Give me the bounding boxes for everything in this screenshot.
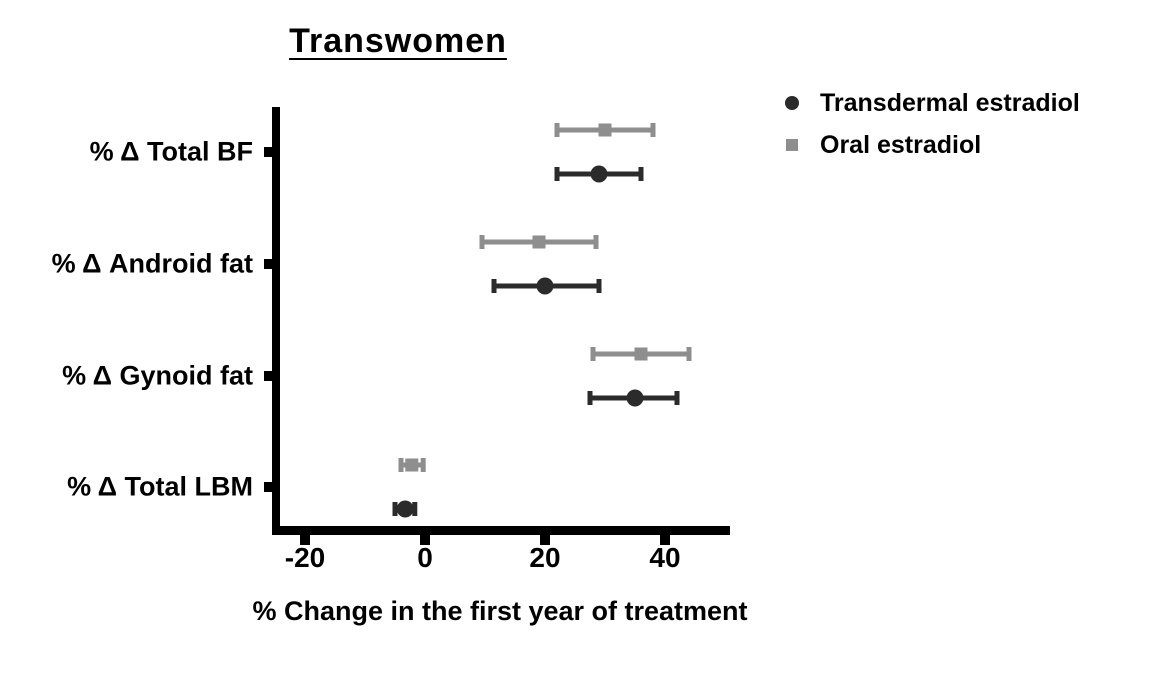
x-axis-tick <box>540 535 550 545</box>
x-tick-label: -20 <box>284 542 326 573</box>
y-axis-tick <box>264 482 272 492</box>
data-point-marker <box>405 458 419 472</box>
square-marker-icon <box>786 139 798 151</box>
chart-title: Transwomen <box>289 22 507 60</box>
y-axis-line <box>272 107 280 535</box>
data-point-marker <box>396 500 414 518</box>
legend-marker-box <box>784 137 800 153</box>
data-point-marker <box>598 123 612 137</box>
legend-label-transdermal: Transdermal estradiol <box>820 88 1080 117</box>
data-point-marker <box>532 235 546 249</box>
y-axis-tick <box>264 259 272 269</box>
data-point-marker <box>626 389 644 407</box>
x-tick-label: 0 <box>417 542 433 573</box>
y-category-label-android-fat: % Δ Android fat <box>51 248 253 279</box>
y-axis-tick <box>264 371 272 381</box>
x-axis-tick <box>660 535 670 545</box>
circle-marker-icon <box>785 96 799 110</box>
legend-item-transdermal: Transdermal estradiol <box>784 88 1080 118</box>
data-point-marker <box>590 165 608 183</box>
x-axis-label: % Change in the first year of treatment <box>252 596 748 626</box>
x-axis-tick <box>420 535 430 545</box>
data-point-marker <box>536 277 554 295</box>
y-category-label-gynoid-fat: % Δ Gynoid fat <box>62 360 253 391</box>
x-tick-label: 20 <box>529 542 561 573</box>
legend-marker-box <box>784 95 800 111</box>
legend-item-oral: Oral estradiol <box>784 130 1080 160</box>
x-tick-label: 40 <box>649 542 681 573</box>
y-category-label-total-bf: % Δ Total BF <box>89 136 253 167</box>
legend: Transdermal estradiol Oral estradiol <box>784 88 1080 160</box>
data-point-marker <box>634 347 648 361</box>
legend-label-oral: Oral estradiol <box>820 130 982 159</box>
y-axis-tick <box>264 147 272 157</box>
x-axis-line <box>272 526 730 535</box>
y-category-label-total-lbm: % Δ Total LBM <box>67 471 253 502</box>
x-axis-tick <box>300 535 310 545</box>
